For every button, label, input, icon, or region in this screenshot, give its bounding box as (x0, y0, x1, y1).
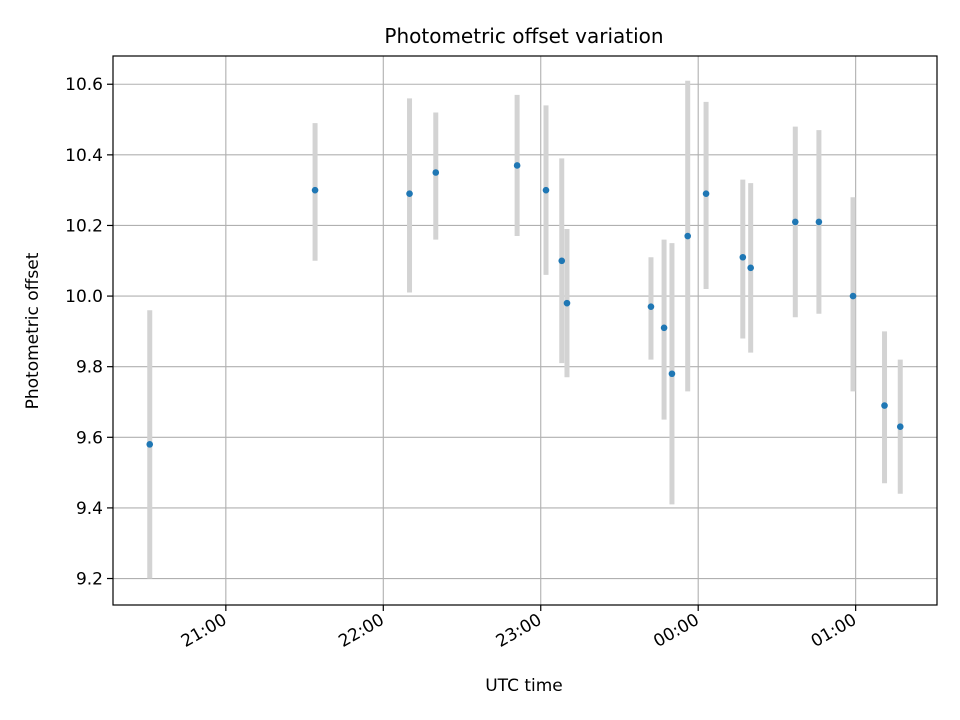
data-point (311, 186, 319, 194)
data-point (146, 441, 154, 448)
x-tick-label: 01:00 (808, 610, 860, 652)
y-tick-label: 9.6 (76, 428, 103, 448)
data-point (815, 218, 823, 226)
y-tick-label: 10.2 (65, 216, 103, 236)
data-point (881, 402, 888, 409)
data-point (513, 162, 521, 169)
plot-frame (112, 55, 938, 606)
data-point (432, 169, 440, 176)
data-point (849, 292, 857, 300)
data-point (647, 303, 655, 310)
data-point (791, 218, 799, 226)
data-point (739, 253, 747, 261)
data-point (896, 423, 904, 431)
data-point (563, 299, 571, 307)
data-point (684, 232, 692, 240)
data-point (406, 190, 413, 197)
x-axis-label: UTC time (485, 676, 563, 696)
data-point (702, 190, 710, 197)
y-tick-label: 9.2 (76, 570, 103, 590)
axis-ticks: 21:00 22:00 23:00 00:00 01:00 9.2 9.4 9.6 9.8 10.… (65, 75, 860, 652)
data-point (747, 264, 754, 272)
data-point (542, 186, 550, 194)
data-points (146, 162, 904, 448)
x-tick-label: 00:00 (650, 610, 702, 652)
x-tick-label: 23:00 (493, 610, 545, 652)
x-tick-label: 21:00 (178, 610, 230, 652)
y-tick-label: 10.6 (65, 75, 103, 95)
data-point (558, 257, 566, 265)
chart-title: Photometric offset variation (384, 24, 663, 48)
grid (113, 56, 937, 605)
y-tick-label: 10.4 (65, 146, 103, 166)
y-axis-label: Photometric offset (23, 252, 43, 409)
y-tick-label: 9.8 (76, 358, 103, 378)
data-point (668, 370, 676, 378)
y-tick-label: 9.4 (76, 499, 103, 519)
y-tick-label: 10.0 (65, 287, 103, 307)
x-tick-label: 22:00 (335, 610, 387, 652)
data-point (660, 324, 668, 332)
